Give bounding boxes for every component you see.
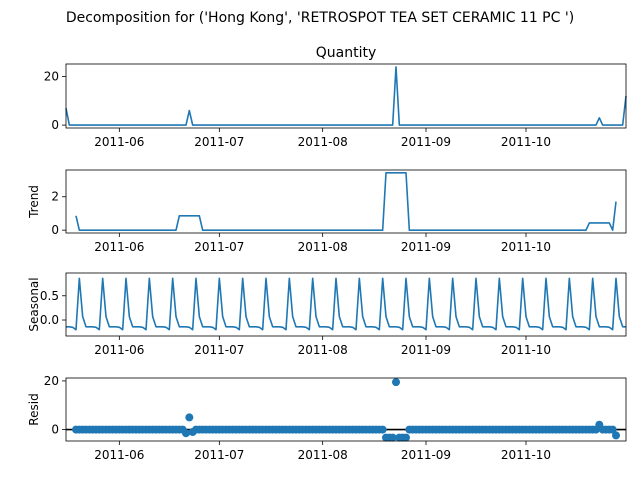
xtick-label-resid: 2011-07 bbox=[194, 448, 244, 462]
ytick-label-observed: 20 bbox=[44, 70, 59, 84]
resid-point bbox=[402, 433, 410, 442]
xtick-label-resid: 2011-08 bbox=[298, 448, 348, 462]
resid-point bbox=[388, 433, 397, 442]
axes-frame-trend bbox=[65, 169, 627, 234]
resid-point bbox=[182, 429, 190, 438]
xtick-label-resid: 2011-09 bbox=[401, 448, 451, 462]
series-line-observed bbox=[65, 66, 627, 126]
ytick-label-trend: 2 bbox=[51, 190, 59, 204]
axes-frame-observed bbox=[65, 63, 627, 129]
xtick-label-trend: 2011-10 bbox=[501, 240, 551, 254]
ylabel-resid: Resid bbox=[27, 393, 41, 425]
xtick-label-seasonal: 2011-10 bbox=[501, 343, 551, 357]
xtick-label-observed: 2011-07 bbox=[194, 135, 244, 149]
ylabel-seasonal: Seasonal bbox=[27, 277, 41, 331]
series-line-seasonal bbox=[66, 277, 626, 331]
xtick-label-trend: 2011-07 bbox=[194, 240, 244, 254]
figure-title: Decomposition for ('Hong Kong', 'RETROSP… bbox=[66, 10, 574, 26]
panel-resid: Resid 0 20 2011-06 2011-07 2011-08 2011-09 2011… bbox=[27, 374, 627, 462]
panel-title-observed: Quantity bbox=[316, 45, 377, 61]
resid-point bbox=[612, 431, 620, 440]
panel-trend: Trend 0 2 2011-06 2011-07 2011-08 2011-09 2011-… bbox=[27, 169, 627, 254]
xtick-label-observed: 2011-06 bbox=[94, 135, 144, 149]
ytick-label-observed: 0 bbox=[51, 118, 59, 132]
xtick-label-observed: 2011-09 bbox=[401, 135, 451, 149]
xtick-label-resid: 2011-06 bbox=[94, 448, 144, 462]
resid-point bbox=[608, 425, 617, 434]
ytick-label-seasonal: 0.5 bbox=[40, 289, 59, 303]
ytick-label-trend: 0 bbox=[51, 223, 59, 237]
ytick-label-resid: 20 bbox=[44, 374, 59, 388]
series-line-trend bbox=[75, 172, 617, 231]
resid-point bbox=[378, 425, 387, 434]
ylabel-trend: Trend bbox=[27, 185, 41, 219]
xtick-label-trend: 2011-06 bbox=[94, 240, 144, 254]
xtick-label-trend: 2011-08 bbox=[298, 240, 348, 254]
resid-point bbox=[185, 413, 194, 422]
xtick-label-trend: 2011-09 bbox=[401, 240, 451, 254]
panel-observed: Quantity 0 20 2011-06 2011-07 2011-08 2011-09 2… bbox=[44, 45, 627, 149]
ytick-label-resid: 0 bbox=[51, 423, 59, 437]
xtick-label-seasonal: 2011-07 bbox=[194, 343, 244, 357]
xtick-label-seasonal: 2011-08 bbox=[298, 343, 348, 357]
axes-frame-seasonal bbox=[65, 272, 627, 337]
resid-point bbox=[392, 378, 400, 387]
ytick-label-seasonal: 0.0 bbox=[40, 313, 59, 327]
xtick-label-seasonal: 2011-06 bbox=[94, 343, 144, 357]
xtick-label-seasonal: 2011-09 bbox=[401, 343, 451, 357]
xtick-label-resid: 2011-10 bbox=[501, 448, 551, 462]
xtick-label-observed: 2011-10 bbox=[501, 135, 551, 149]
xtick-label-observed: 2011-08 bbox=[298, 135, 348, 149]
axes-frame-resid bbox=[65, 377, 627, 442]
